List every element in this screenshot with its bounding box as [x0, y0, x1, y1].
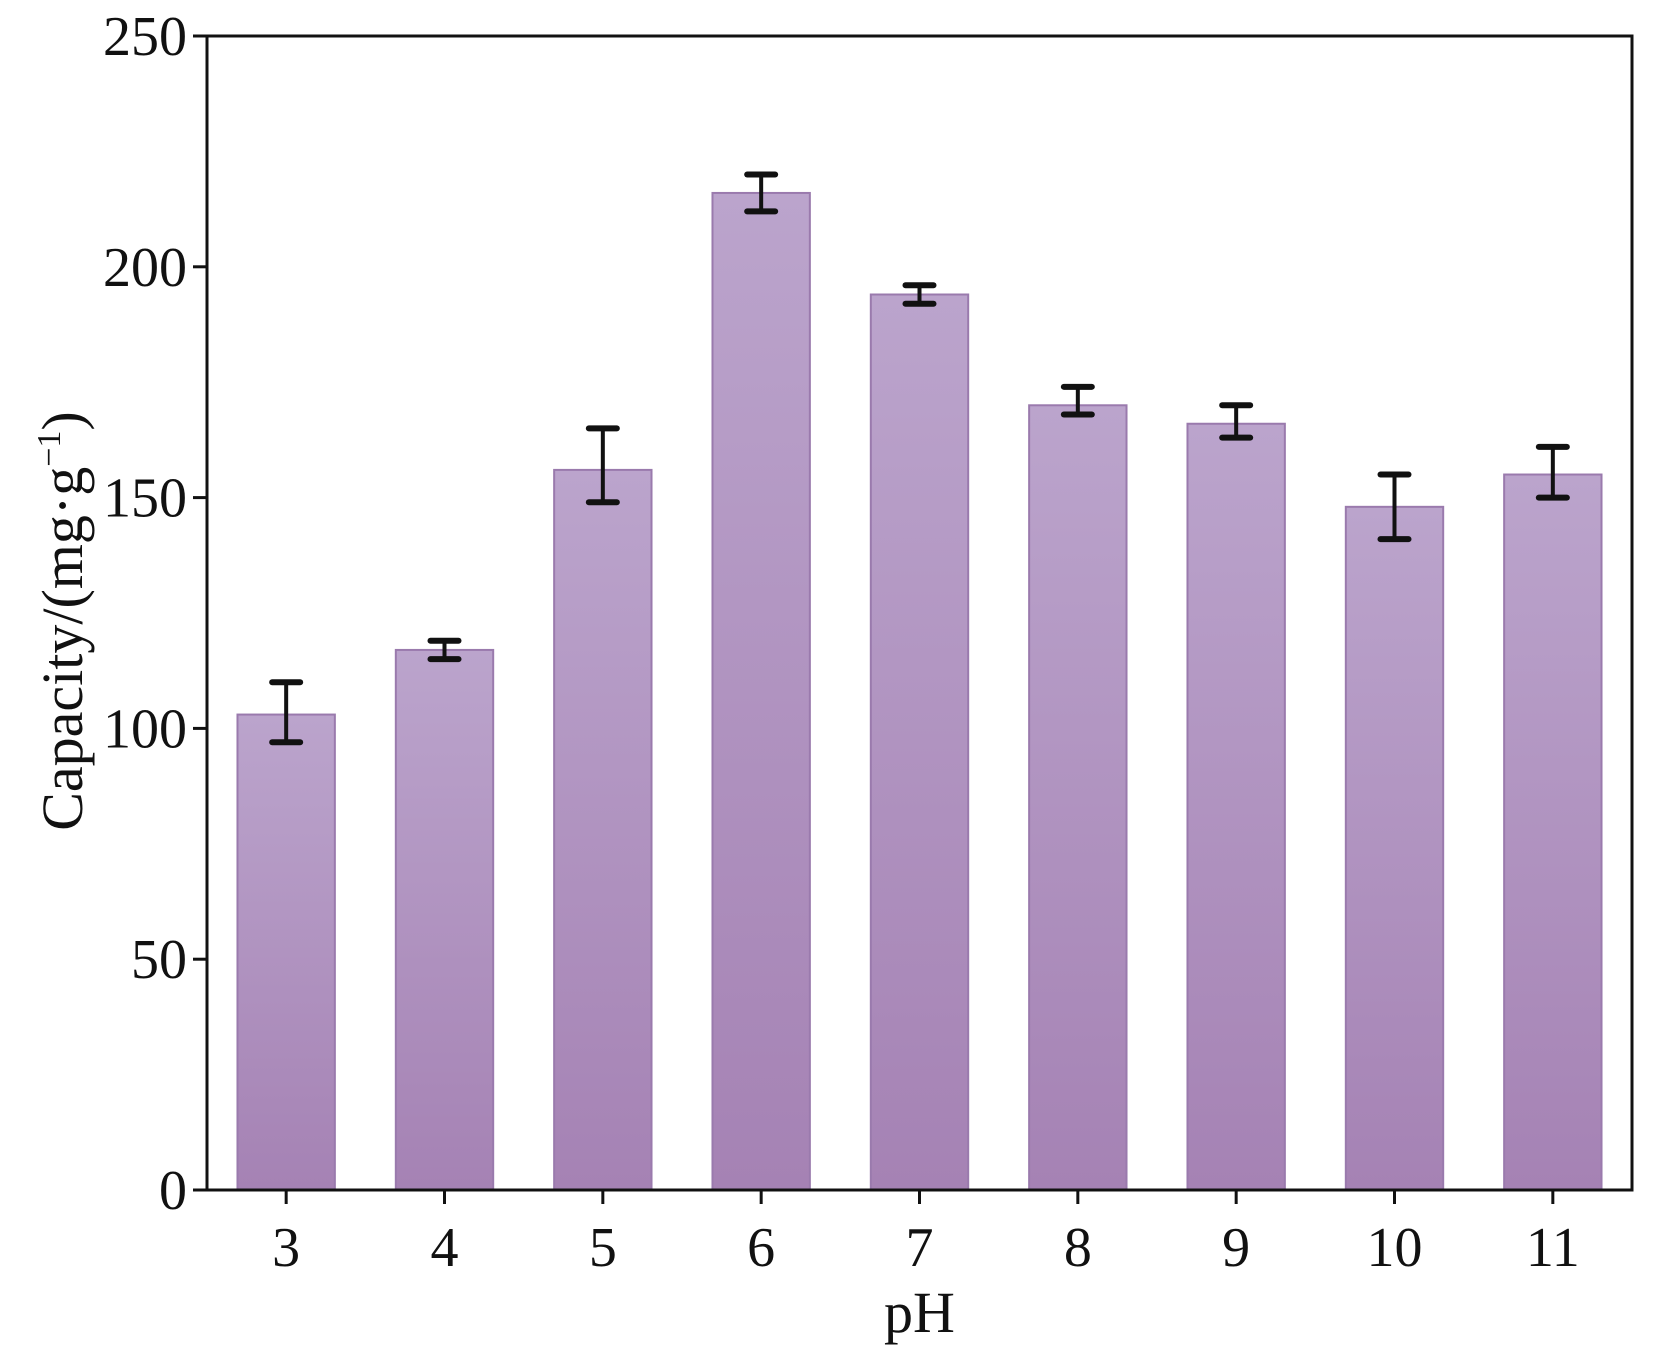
error-bar-ph-9	[1219, 402, 1254, 441]
error-bar-ph-6	[744, 171, 779, 215]
y-axis-title-close: )	[30, 411, 95, 430]
x-tick-label: 3	[272, 1217, 300, 1279]
x-tick-label: 10	[1367, 1217, 1423, 1279]
bar-ph-11	[1503, 473, 1603, 1191]
error-bar-ph-5	[585, 425, 620, 506]
bar-ph-9	[1186, 422, 1286, 1191]
error-bars-layer	[269, 171, 1570, 746]
x-tick-label: 5	[589, 1217, 617, 1279]
error-bar-ph-11	[1535, 443, 1570, 501]
y-axis-title-main: Capacity/(mg·g	[30, 467, 95, 831]
error-bar-ph-10	[1377, 471, 1412, 543]
y-tick-label: 0	[159, 1160, 187, 1222]
x-tick-label: 9	[1222, 1217, 1250, 1279]
y-tick-label: 50	[131, 929, 187, 991]
error-bar-ph-7	[902, 282, 937, 307]
error-bar-ph-8	[1060, 383, 1095, 418]
x-tick-label: 4	[431, 1217, 459, 1279]
bars-layer	[236, 191, 1603, 1192]
y-tick-label: 150	[103, 468, 187, 530]
y-axis: 0 50 100 150 200 250	[103, 6, 207, 1222]
error-bar-ph-3	[269, 679, 304, 746]
bar-ph-7	[869, 293, 970, 1192]
x-tick-label: 11	[1526, 1217, 1580, 1279]
bar-ph-6	[711, 191, 811, 1192]
x-tick-label: 7	[906, 1217, 934, 1279]
bar-ph-5	[553, 468, 653, 1191]
x-tick-label: 8	[1064, 1217, 1092, 1279]
y-tick-label: 100	[103, 698, 187, 760]
y-tick-label: 250	[103, 6, 187, 68]
error-bar-ph-4	[427, 637, 462, 663]
bar-ph-8	[1028, 404, 1128, 1191]
bar-ph-4	[394, 648, 495, 1191]
x-axis-title: pH	[884, 1280, 955, 1345]
x-axis: 3 4 5 6 7 8 9 10 11	[272, 1190, 1580, 1279]
y-axis-title-superscript: −1	[31, 431, 68, 467]
y-axis-title: Capacity/(mg·g−1)	[30, 411, 95, 831]
bar-ph-3	[236, 713, 336, 1191]
x-tick-label: 6	[747, 1217, 775, 1279]
y-tick-label: 200	[103, 237, 187, 299]
bar-ph-10	[1344, 505, 1445, 1192]
